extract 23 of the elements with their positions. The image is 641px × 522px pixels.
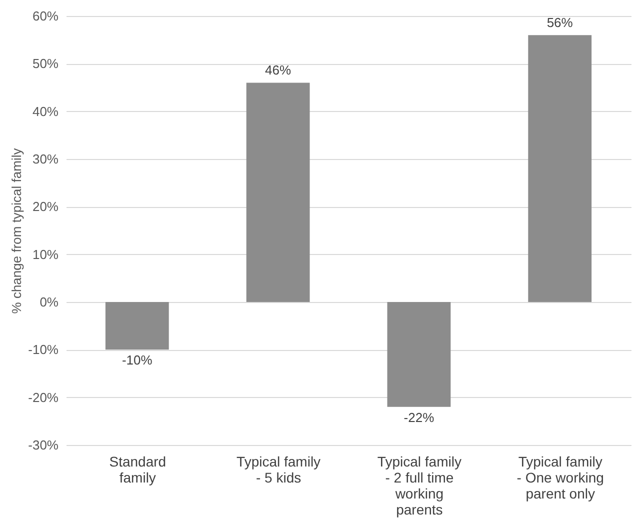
y-axis-title: % change from typical family <box>9 148 24 314</box>
y-tick-label: 50% <box>32 56 59 72</box>
x-tick-label: Typical family - 5 kids <box>236 454 321 486</box>
x-tick-label: Standard family <box>109 454 166 486</box>
y-tick-label: 60% <box>32 8 59 24</box>
y-tick-label: -20% <box>28 390 59 405</box>
y-tick-label: 30% <box>32 152 59 166</box>
y-tick-label: 20% <box>32 199 59 214</box>
data-label: -22% <box>404 410 435 425</box>
y-tick-label: -30% <box>28 438 59 452</box>
x-tick-label: Typical family - 2 full time working parents <box>377 454 462 518</box>
y-tick-label: 40% <box>32 104 59 119</box>
x-tick-label: Typical family - One working parent only <box>516 454 604 502</box>
bar <box>105 302 169 350</box>
y-tick-label: -10% <box>28 342 59 358</box>
bar <box>528 35 592 302</box>
data-label: 46% <box>265 62 292 78</box>
y-tick-label: 10% <box>32 246 59 262</box>
bar <box>246 82 310 302</box>
y-tick-label: 0% <box>40 294 59 310</box>
data-label: -10% <box>122 352 153 368</box>
bar <box>387 302 451 407</box>
data-label: 56% <box>546 15 574 30</box>
